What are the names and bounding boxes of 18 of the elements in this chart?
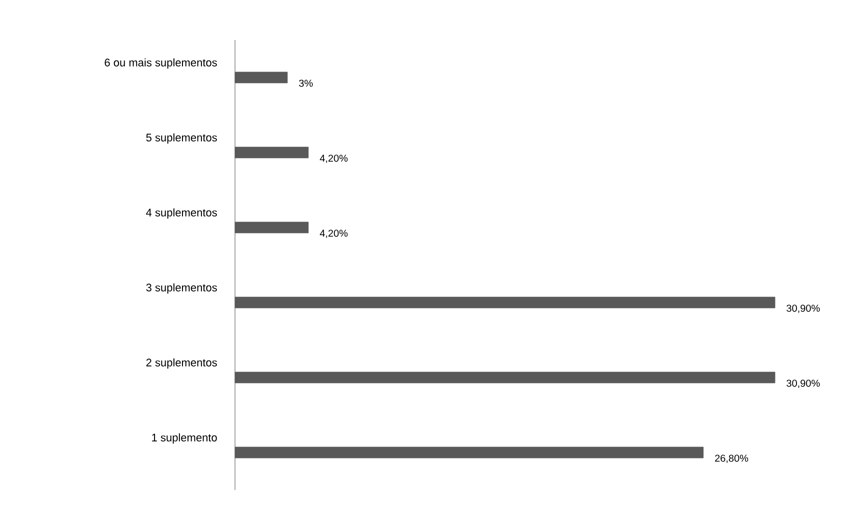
data-label: 4,20% — [320, 154, 348, 163]
y-tick-label: 3 suplementos — [146, 283, 217, 294]
y-tick-label: 6 ou mais suplementos — [104, 58, 217, 69]
data-label: 30,90% — [786, 380, 820, 388]
y-tick-label: 1 suplemento — [152, 433, 217, 444]
bar — [234, 372, 776, 384]
data-label: 3% — [299, 80, 313, 87]
data-label: 26,80% — [715, 454, 748, 463]
y-tick-label: 2 suplementos — [146, 358, 217, 369]
bar — [234, 146, 309, 158]
data-label: 4,20% — [320, 230, 348, 238]
y-tick-label: 4 suplementos — [146, 208, 217, 219]
data-label: 30,90% — [786, 304, 820, 313]
bar — [234, 446, 704, 458]
y-tick-label: 5 suplementos — [146, 133, 217, 144]
bar — [234, 222, 309, 234]
bar — [234, 72, 288, 84]
bar — [234, 296, 776, 308]
